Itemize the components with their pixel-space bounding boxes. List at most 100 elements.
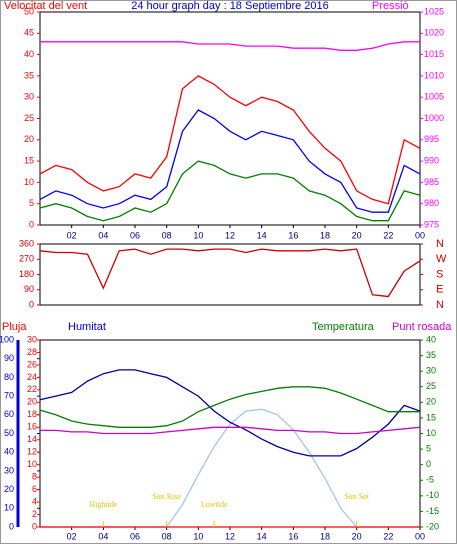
y-tick-label: 0 [426, 459, 431, 469]
y-tick-label: 18 [27, 409, 37, 419]
wind-label: Velocitat del vent [4, 0, 87, 12]
y-tick-label: 990 [424, 155, 439, 165]
x-tick-label: 10 [193, 230, 203, 240]
y-tick-label: 1020 [424, 28, 444, 38]
x-tick-label: 08 [162, 230, 172, 240]
y-tick-label: 5 [29, 198, 34, 208]
y-tick-label: 0 [29, 219, 34, 229]
temperature-label: Temperatura [312, 321, 375, 333]
y-tick-label: S [436, 268, 443, 280]
x-tick-label: 02 [67, 531, 77, 541]
y-tick-label: 28 [27, 347, 37, 357]
y-tick-label: 30 [27, 334, 37, 344]
y-tick-label: 40 [426, 334, 436, 344]
y-tick-label: 15 [24, 155, 34, 165]
y-tick-label: 1025 [424, 6, 444, 16]
annotation: Sun Rise [152, 492, 181, 501]
y-tick-label: 50 [4, 428, 14, 438]
y-tick-label: 25 [24, 113, 34, 123]
chart-title: 24 hour graph day : 18 Septiembre 2016 [131, 0, 329, 12]
dewpoint-label: Punt rosada [392, 321, 452, 333]
x-tick-label: 12 [225, 531, 235, 541]
y-tick-label: 10 [426, 428, 436, 438]
series-line [40, 426, 421, 435]
y-tick-label: 15 [426, 412, 436, 422]
y-tick-label: 35 [426, 350, 436, 360]
y-tick-label: 1005 [424, 92, 444, 102]
y-tick-label: 10 [27, 459, 37, 469]
y-tick-label: W [436, 253, 447, 265]
y-tick-label: 270 [19, 254, 34, 264]
y-tick-label: 90 [24, 284, 34, 294]
y-tick-label: 975 [424, 219, 439, 229]
y-tick-label: 0 [9, 521, 14, 531]
x-tick-label: 14 [257, 230, 267, 240]
y-tick-label: 980 [424, 198, 439, 208]
x-tick-label: 08 [162, 531, 172, 541]
y-tick-label: 12 [27, 447, 37, 457]
y-tick-label: 985 [424, 177, 439, 187]
y-tick-label: 40 [24, 49, 34, 59]
y-tick-label: 25 [426, 381, 436, 391]
pressure-label: Pressió [372, 0, 409, 12]
x-tick-label: 12 [225, 230, 235, 240]
y-tick-label: 0 [29, 299, 34, 309]
x-tick-label: 00 [415, 531, 425, 541]
x-tick-label: 06 [130, 531, 140, 541]
series-line [39, 386, 420, 428]
y-tick-label: 5 [426, 443, 431, 453]
y-tick-label: 995 [424, 134, 439, 144]
y-tick-label: 35 [24, 70, 34, 80]
y-tick-label: N [436, 299, 444, 311]
y-tick-label: 20 [27, 397, 37, 407]
y-tick-label: 30 [426, 366, 436, 376]
series-line [40, 41, 420, 51]
y-tick-label: 30 [24, 92, 34, 102]
y-tick-label: N [436, 238, 444, 250]
y-tick-label: 70 [4, 390, 14, 400]
y-tick-label: 10 [24, 177, 34, 187]
y-tick-label: 14 [27, 434, 37, 444]
y-tick-label: 1000 [424, 113, 444, 123]
y-tick-label: 8 [32, 472, 37, 482]
series-line [39, 160, 421, 222]
y-tick-label: 20 [4, 484, 14, 494]
y-tick-label: 60 [4, 409, 14, 419]
y-tick-label: -5 [426, 475, 434, 485]
x-tick-label: 18 [320, 531, 330, 541]
x-tick-label: 22 [383, 230, 393, 240]
y-tick-label: 24 [27, 372, 37, 382]
series-line [39, 248, 421, 298]
x-tick-label: 10 [193, 531, 203, 541]
x-tick-label: 20 [352, 230, 362, 240]
y-tick-label: 45 [24, 28, 34, 38]
x-tick-label: 18 [320, 230, 330, 240]
y-tick-label: 360 [19, 238, 34, 248]
x-tick-label: 14 [257, 531, 267, 541]
series-line [39, 75, 421, 205]
x-tick-label: 04 [98, 230, 108, 240]
y-tick-label: 50 [24, 6, 34, 16]
y-tick-label: 40 [4, 447, 14, 457]
annotation: Lowtide [201, 500, 228, 509]
y-tick-label: 4 [32, 496, 37, 506]
x-tick-label: 06 [130, 230, 140, 240]
y-tick-label: 90 [4, 353, 14, 363]
x-tick-label: 16 [288, 230, 298, 240]
series-line [39, 369, 421, 457]
y-tick-label: -10 [426, 490, 439, 500]
annotation: Hightide [89, 500, 117, 509]
y-tick-label: 1010 [424, 70, 444, 80]
y-tick-label: -15 [426, 506, 439, 516]
y-tick-label: 26 [27, 359, 37, 369]
x-tick-label: 04 [98, 531, 108, 541]
y-tick-label: 16 [27, 422, 37, 432]
x-tick-label: 22 [383, 531, 393, 541]
y-tick-label: 1015 [424, 49, 444, 59]
y-tick-label: 0 [32, 521, 37, 531]
x-tick-label: 02 [67, 230, 77, 240]
y-tick-label: 30 [4, 465, 14, 475]
y-tick-label: 180 [19, 269, 34, 279]
y-tick-label: 80 [4, 372, 14, 382]
